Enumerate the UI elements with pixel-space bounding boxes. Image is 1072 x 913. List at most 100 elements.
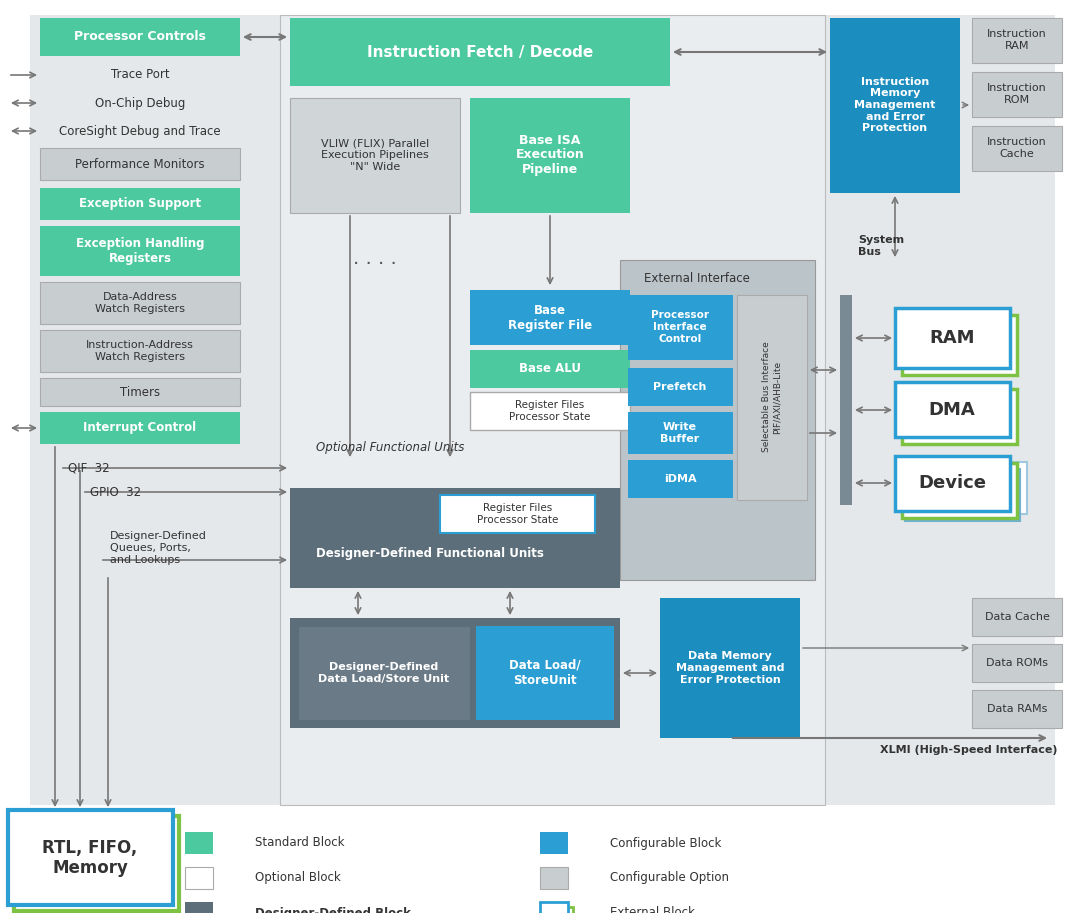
Text: Data Cache: Data Cache [984, 612, 1049, 622]
Text: Instruction
ROM: Instruction ROM [987, 83, 1047, 105]
Text: Processor Controls: Processor Controls [74, 30, 206, 44]
Bar [476, 626, 614, 720]
Text: Data Load/
StoreUnit: Data Load/ StoreUnit [509, 659, 581, 687]
Bar [972, 690, 1062, 728]
Text: Optional Block: Optional Block [255, 872, 341, 885]
Bar [895, 456, 1010, 511]
Text: Optional Functional Units: Optional Functional Units [316, 442, 464, 455]
Bar [280, 15, 825, 805]
Bar [902, 389, 1017, 444]
Text: RAM: RAM [929, 329, 974, 347]
Text: Configurable Block: Configurable Block [610, 836, 721, 849]
Text: Base
Register File: Base Register File [508, 304, 592, 332]
Bar [185, 902, 213, 913]
Text: Register Files
Processor State: Register Files Processor State [509, 400, 591, 422]
Bar [902, 315, 1017, 375]
Bar [40, 282, 240, 324]
Text: Designer-Defined
Queues, Ports,
and Lookups: Designer-Defined Queues, Ports, and Look… [110, 531, 207, 564]
Bar [40, 378, 240, 406]
Bar [972, 18, 1062, 63]
Text: Timers: Timers [120, 385, 160, 398]
Bar [620, 260, 815, 580]
Bar [40, 226, 240, 276]
Bar [291, 488, 620, 588]
Text: Base ALU: Base ALU [519, 362, 581, 375]
Text: Standard Block: Standard Block [255, 836, 344, 849]
Bar [895, 308, 1010, 368]
Text: VLIW (FLIX) Parallel
Execution Pipelines
"N" Wide: VLIW (FLIX) Parallel Execution Pipelines… [321, 139, 429, 172]
Bar [40, 330, 240, 372]
Bar [830, 18, 961, 193]
Text: Data ROMs: Data ROMs [986, 658, 1048, 668]
Bar [902, 463, 1017, 518]
Bar [545, 907, 574, 913]
Bar [8, 810, 173, 905]
Bar [14, 816, 179, 911]
Bar [298, 626, 470, 720]
Text: DMA: DMA [928, 401, 976, 419]
Text: External Interface: External Interface [644, 271, 750, 285]
Bar [840, 295, 852, 505]
Bar [912, 462, 1027, 514]
Text: iDMA: iDMA [664, 474, 697, 484]
Bar [628, 368, 733, 406]
Text: Base ISA
Execution
Pipeline: Base ISA Execution Pipeline [516, 133, 584, 176]
Bar [972, 598, 1062, 636]
Text: Write
Buffer: Write Buffer [660, 422, 700, 444]
Text: CoreSight Debug and Trace: CoreSight Debug and Trace [59, 124, 221, 138]
Bar [470, 290, 630, 345]
Text: GPIO  32: GPIO 32 [90, 486, 142, 498]
Bar [972, 644, 1062, 682]
Bar [895, 382, 1010, 437]
Text: Configurable Option: Configurable Option [610, 872, 729, 885]
Text: Data Memory
Management and
Error Protection: Data Memory Management and Error Protect… [675, 651, 785, 685]
Bar [470, 392, 630, 430]
Text: Processor
Interface
Control: Processor Interface Control [651, 310, 709, 343]
Text: Exception Handling
Registers: Exception Handling Registers [76, 237, 205, 265]
Text: Designer-Defined
Data Load/Store Unit: Designer-Defined Data Load/Store Unit [318, 662, 449, 684]
Text: Instruction
Memory
Management
and Error
Protection: Instruction Memory Management and Error … [854, 77, 936, 133]
Text: Designer-Defined Block: Designer-Defined Block [255, 907, 411, 913]
Text: Trace Port: Trace Port [110, 68, 169, 81]
Text: Performance Monitors: Performance Monitors [75, 158, 205, 171]
Text: External Block: External Block [610, 907, 695, 913]
Bar [628, 295, 733, 360]
Bar [540, 902, 568, 913]
Bar [30, 15, 1055, 805]
Text: System
Bus: System Bus [858, 236, 904, 257]
Bar [291, 98, 460, 213]
Text: Data-Address
Watch Registers: Data-Address Watch Registers [95, 292, 185, 314]
Text: Exception Support: Exception Support [79, 197, 202, 211]
Text: Register Files
Processor State: Register Files Processor State [477, 503, 559, 525]
Text: XLMI (High-Speed Interface): XLMI (High-Speed Interface) [880, 745, 1058, 755]
Bar [40, 18, 240, 56]
Bar [40, 148, 240, 180]
Bar [905, 469, 1019, 521]
Bar [972, 126, 1062, 171]
Text: Designer-Defined Functional Units: Designer-Defined Functional Units [316, 547, 544, 560]
Text: On-Chip Debug: On-Chip Debug [94, 97, 185, 110]
Text: Instruction-Address
Watch Registers: Instruction-Address Watch Registers [86, 341, 194, 362]
Text: Data RAMs: Data RAMs [987, 704, 1047, 714]
Bar [185, 832, 213, 854]
Text: Device: Device [918, 474, 986, 492]
Text: RTL, FIFO,
Memory: RTL, FIFO, Memory [43, 839, 137, 877]
Bar [470, 350, 630, 388]
Text: QIF  32: QIF 32 [68, 461, 109, 475]
Bar [540, 832, 568, 854]
Bar [628, 412, 733, 454]
Bar [540, 867, 568, 889]
Text: . . . .: . . . . [353, 248, 397, 268]
Bar [470, 98, 630, 213]
Text: Prefetch: Prefetch [653, 382, 706, 392]
Text: Instruction
RAM: Instruction RAM [987, 29, 1047, 51]
Bar [291, 18, 670, 86]
Text: Instruction Fetch / Decode: Instruction Fetch / Decode [367, 45, 593, 59]
Text: Instruction
Cache: Instruction Cache [987, 137, 1047, 159]
Bar [40, 412, 240, 444]
Bar [185, 867, 213, 889]
Bar [40, 188, 240, 220]
Text: Selectable Bus Interface
PIF/AXI/AHB-Lite: Selectable Bus Interface PIF/AXI/AHB-Lit… [762, 341, 781, 452]
Bar [738, 295, 807, 500]
Bar [972, 72, 1062, 117]
